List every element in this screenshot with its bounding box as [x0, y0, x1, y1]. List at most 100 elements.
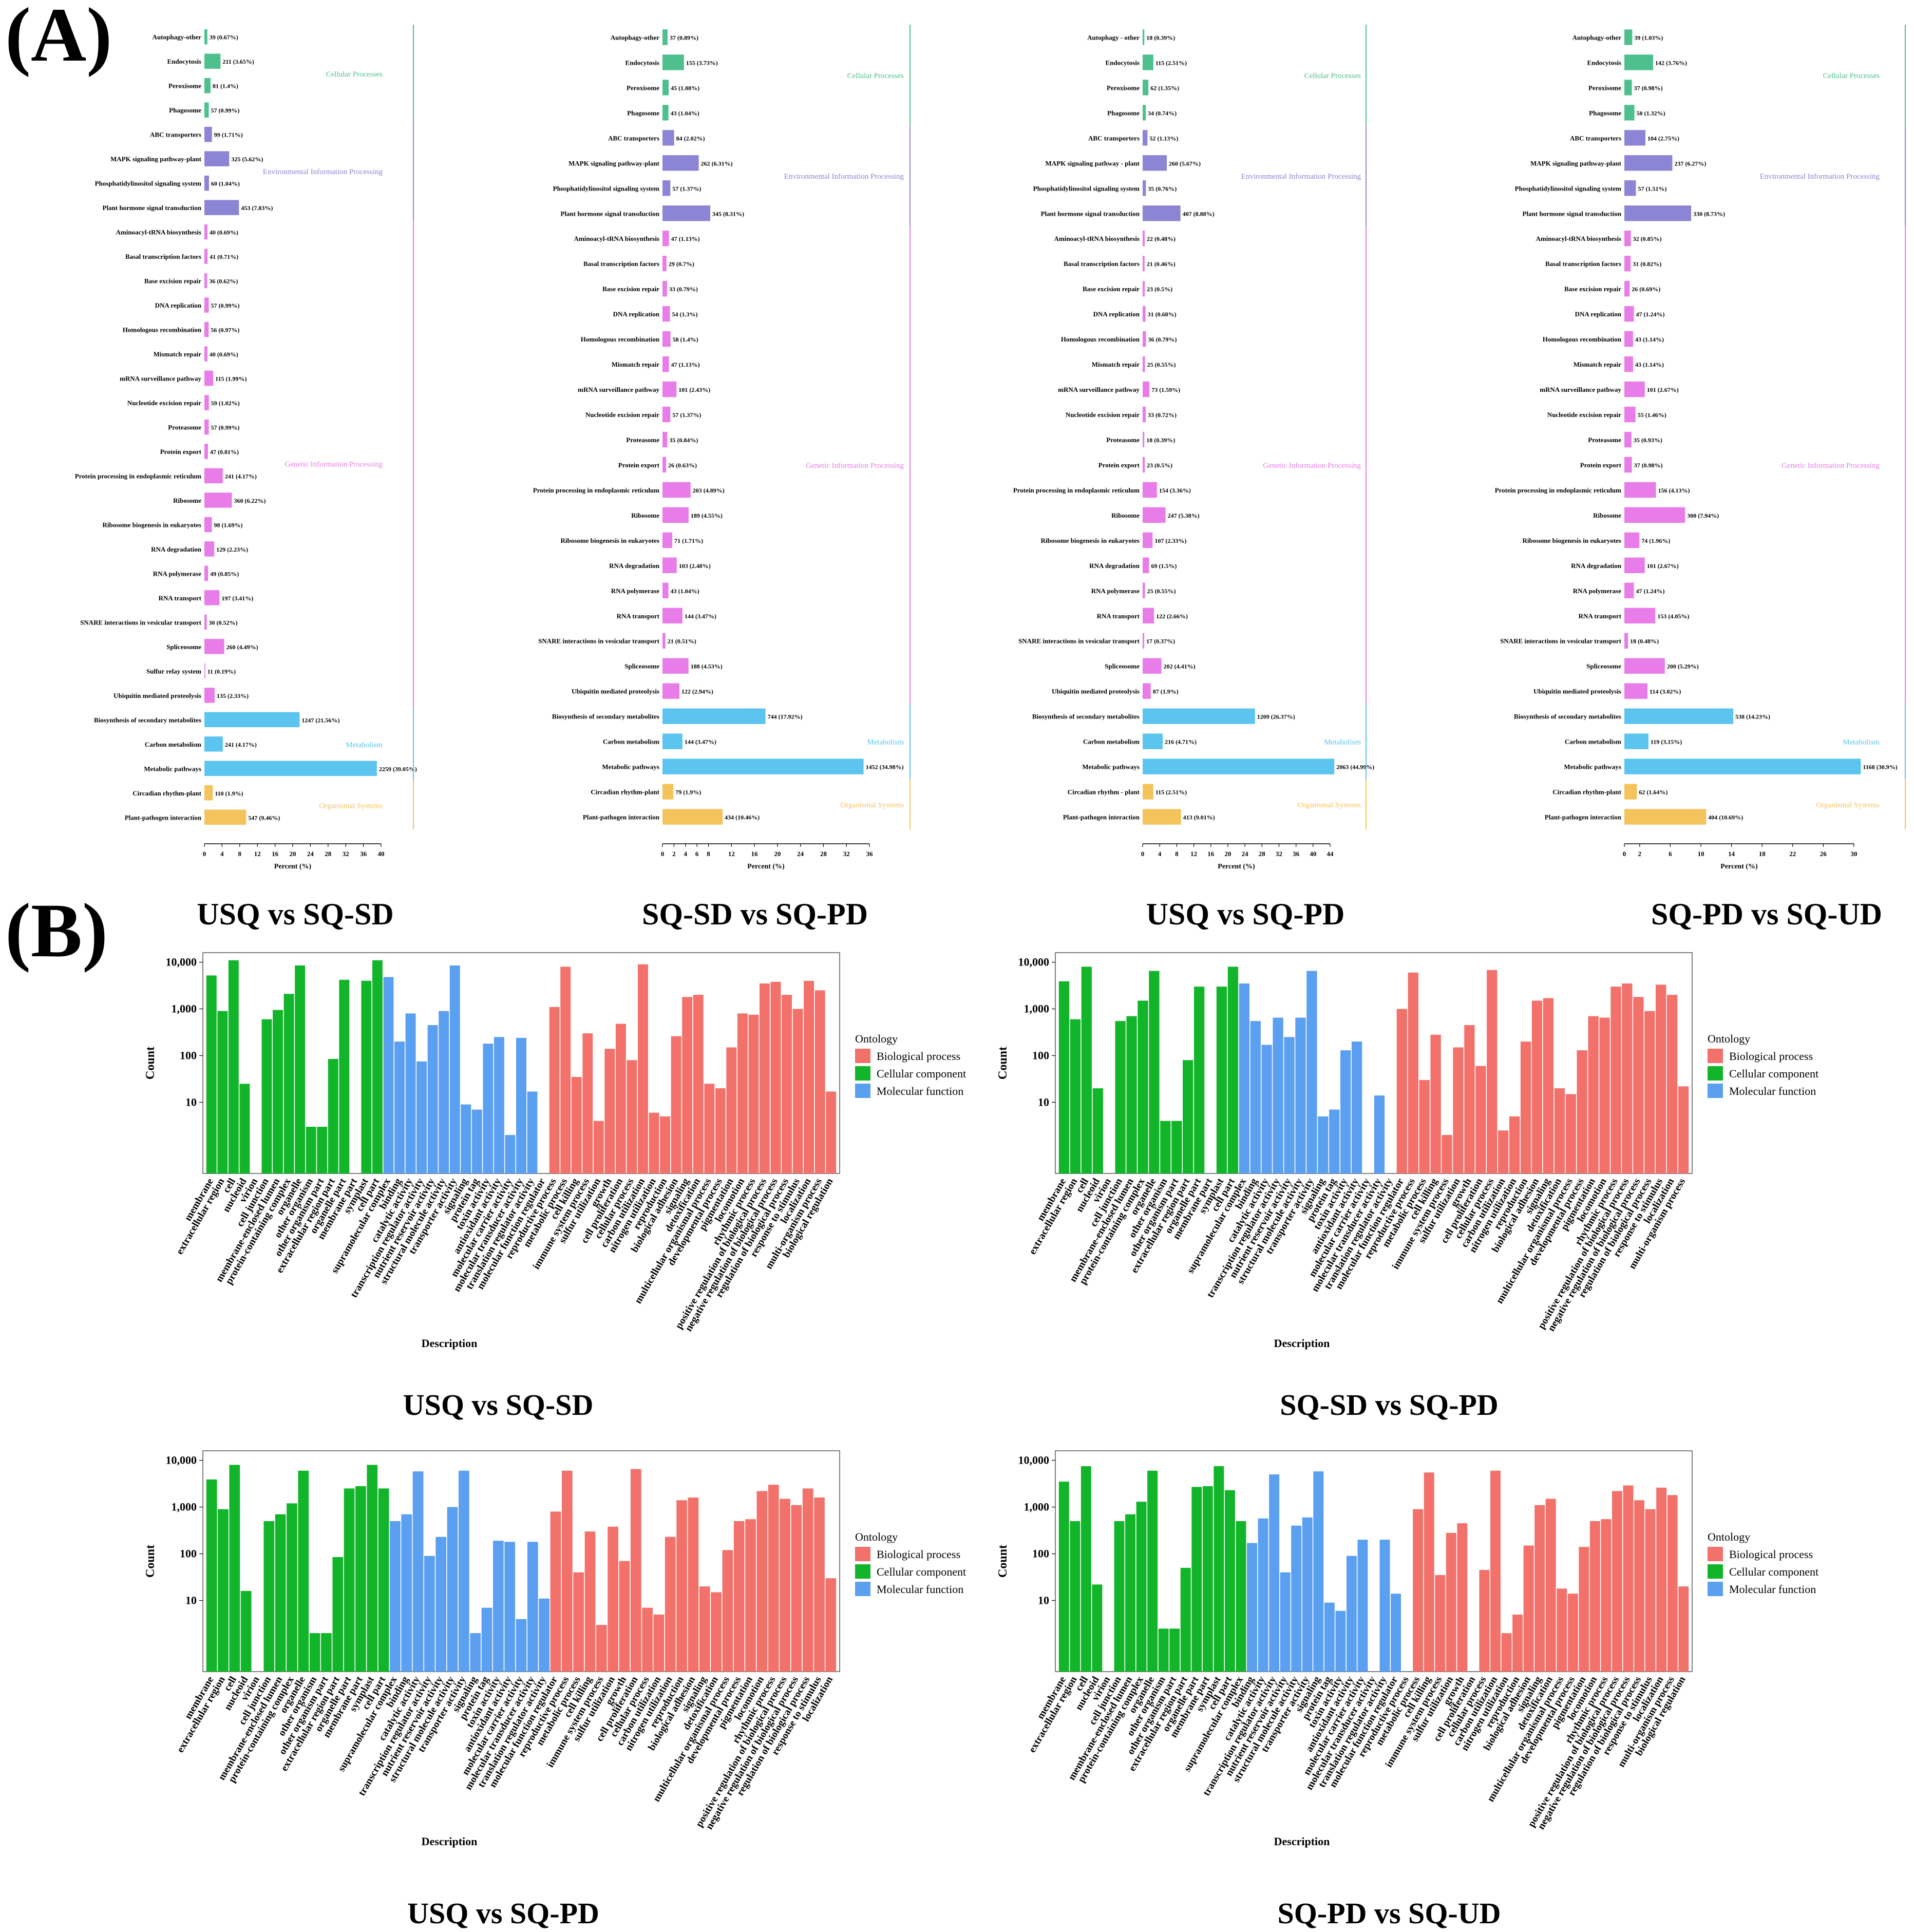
go-bar	[745, 1519, 756, 1672]
y-tick-label: 1,000	[1024, 1002, 1050, 1015]
go-bar	[550, 1511, 561, 1672]
go-bar	[1171, 1121, 1182, 1173]
group-label: Genetic Information Processing	[1782, 462, 1880, 470]
y-tick-label: 1,000	[172, 1002, 197, 1015]
kegg-category-label: Biosynthesis of secondary metabolites	[1514, 713, 1621, 721]
kegg-value-label: 197 (3.41%)	[221, 595, 253, 602]
kegg-value-label: 40 (0.69%)	[210, 229, 238, 236]
kegg-bar	[204, 102, 209, 118]
kegg-category-label: Nucleotide excision repair	[1547, 411, 1621, 419]
kegg-panel-4: Autophagy-other 39 (1.03%) Endocytosis 142 …	[1495, 25, 1906, 931]
kegg-bar	[662, 507, 689, 523]
x-tick-label: 28	[325, 850, 332, 858]
kegg-bar	[1624, 155, 1673, 171]
kegg-category-label: Phagosome	[1107, 109, 1140, 117]
x-tick-label: 0	[1623, 850, 1626, 858]
kegg-bar	[1143, 683, 1151, 699]
go-bar	[378, 1488, 389, 1672]
x-axis-title: Percent (%)	[1218, 863, 1255, 870]
go-bar	[759, 983, 770, 1173]
kegg-value-label: 87 (1.9%)	[1153, 688, 1179, 695]
go-bar	[1138, 1000, 1148, 1173]
kegg-bar	[1624, 507, 1685, 523]
kegg-category-label: Base excision repair	[1564, 285, 1621, 293]
kegg-category-label: Autophagy-other	[611, 33, 660, 41]
kegg-category-label: Mismatch repair	[154, 350, 201, 358]
kegg-value-label: 79 (1.9%)	[675, 789, 701, 796]
x-tick-label: 30	[1851, 850, 1858, 858]
go-bar	[1479, 1570, 1490, 1672]
kegg-bar	[662, 280, 667, 297]
kegg-value-label: 58 (1.4%)	[673, 336, 698, 343]
kegg-bar	[1143, 582, 1145, 598]
kegg-category-label: RNA polymerase	[1091, 587, 1140, 595]
go-bar	[1396, 1009, 1407, 1173]
kegg-category-label: Homologous recombination	[123, 326, 202, 334]
kegg-category-label: Ubiquitin mediated proteolysis	[572, 688, 659, 695]
kegg-bar	[204, 809, 247, 825]
group-label: Environmental Information Processing	[784, 173, 904, 181]
kegg-value-label: 50 (1.32%)	[1637, 109, 1665, 117]
go-bar	[627, 1060, 637, 1173]
legend-swatch	[855, 1564, 870, 1579]
go-bar	[1487, 970, 1498, 1173]
kegg-value-label: 404 (10.69%)	[1708, 814, 1743, 821]
kegg-value-label: 34 (0.74%)	[1148, 109, 1177, 117]
go-bar	[1160, 1121, 1171, 1173]
kegg-category-label: Metabolic pathways	[602, 763, 659, 771]
go-bar	[1236, 1521, 1246, 1672]
go-bar	[527, 1091, 538, 1173]
go-bar	[825, 1578, 837, 1672]
kegg-category-label: Protein export	[618, 461, 660, 469]
kegg-category-label: Mismatch repair	[1574, 361, 1621, 368]
kegg-category-label: Homologous recombination	[1061, 335, 1140, 343]
go-bar	[560, 967, 571, 1173]
go-bar	[1058, 1482, 1069, 1672]
kegg-bar	[204, 78, 211, 93]
kegg-category-label: Metabolic pathways	[144, 765, 201, 772]
kegg-value-label: 29 (0.7%)	[669, 260, 694, 268]
kegg-value-label: 36 (0.62%)	[209, 278, 238, 285]
kegg-bar	[204, 590, 220, 605]
kegg-bar	[1143, 457, 1145, 473]
kegg-category-label: Endocytosis	[1587, 59, 1621, 66]
go-bar	[1413, 1509, 1424, 1672]
kegg-category-label: Endocytosis	[167, 58, 201, 65]
x-tick-label: 6	[695, 850, 699, 858]
x-tick-label: 22	[1789, 850, 1796, 858]
kegg-bar	[1624, 457, 1632, 473]
go-bar	[1656, 984, 1666, 1173]
go-bar	[1280, 1572, 1291, 1672]
kegg-bar	[1624, 256, 1631, 272]
x-tick-label: 0	[661, 850, 665, 858]
kegg-value-label: 33 (0.72%)	[1148, 411, 1177, 419]
x-tick-label: 6	[1669, 850, 1672, 858]
kegg-value-label: 60 (1.04%)	[211, 180, 240, 187]
go-bar	[1081, 1466, 1091, 1672]
kegg-category-label: RNA degradation	[1089, 562, 1140, 570]
kegg-category-label: Protein export	[1098, 461, 1140, 469]
kegg-bar	[204, 712, 300, 728]
go-bar	[206, 1479, 217, 1672]
kegg-value-label: 1247 (21.56%)	[301, 716, 339, 724]
kegg-category-label: Base excision repair	[144, 277, 201, 285]
go-bar	[582, 1033, 593, 1173]
go-bar	[1295, 1017, 1306, 1173]
go-bar	[1092, 1088, 1103, 1173]
go-bar	[470, 1633, 481, 1672]
go-bar	[1092, 1584, 1103, 1672]
go-bar	[390, 1521, 401, 1672]
kegg-category-label: Ribosome	[631, 512, 659, 519]
kegg-category-label: SNARE interactions in vesicular transpor…	[1018, 637, 1140, 645]
kegg-bar	[1624, 306, 1634, 322]
panel-title: USQ vs SQ-PD	[407, 1897, 599, 1930]
go-bar	[619, 1561, 630, 1672]
legend-entry: Molecular function	[877, 1583, 963, 1596]
kegg-bar	[1143, 105, 1146, 121]
go-bar	[1534, 1505, 1545, 1672]
kegg-category-label: MAPK signaling pathway-plant	[568, 159, 660, 167]
kegg-bar	[1624, 482, 1656, 498]
kegg-value-label: 37 (0.98%)	[1634, 84, 1663, 91]
kegg-category-label: RNA transport	[1097, 612, 1140, 620]
kegg-bar	[1624, 633, 1628, 649]
